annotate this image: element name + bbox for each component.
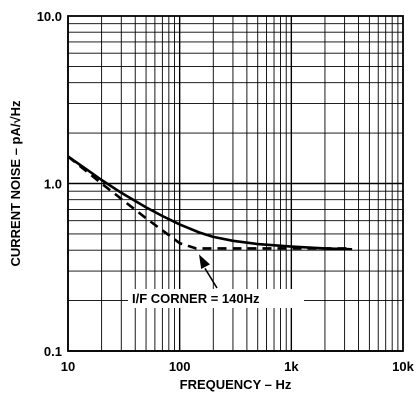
y-tick-label: 0.1 <box>44 344 62 359</box>
tick-labels: 10 100 1k 10k 0.1 1.0 10.0 <box>37 9 415 374</box>
annotation-arrow-line <box>204 267 218 289</box>
y-axis-title: CURRENT NOISE – pA/√Hz <box>8 100 23 267</box>
x-tick-label: 10 <box>61 359 75 374</box>
x-tick-label: 10k <box>392 359 414 374</box>
x-tick-label: 100 <box>169 359 191 374</box>
y-tick-label: 10.0 <box>37 9 62 24</box>
annotation-group: I/F CORNER = 140Hz <box>128 254 304 308</box>
annotation-arrow-head <box>198 254 210 270</box>
solid-noise-line <box>67 155 353 251</box>
annotation-background <box>128 289 304 308</box>
annotation-label: I/F CORNER = 140Hz <box>132 291 260 306</box>
dashed-noise-line <box>67 155 353 250</box>
plot-frame <box>67 15 404 352</box>
series-group <box>67 155 353 251</box>
y-tick-label: 1.0 <box>44 177 62 192</box>
x-tick-label: 1k <box>284 359 299 374</box>
x-axis-title: FREQUENCY – Hz <box>180 377 292 392</box>
